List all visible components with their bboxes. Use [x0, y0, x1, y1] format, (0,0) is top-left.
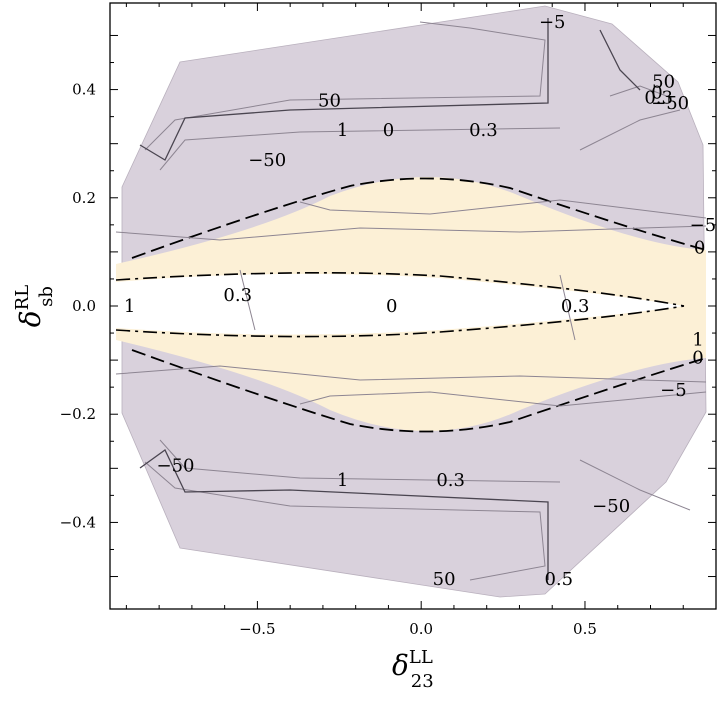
contour-label: 0.5 — [544, 569, 573, 590]
contour-label: 1 — [337, 120, 348, 141]
contour-label: 0 — [692, 347, 703, 368]
y-tick-label: −0.2 — [60, 405, 96, 423]
contour-label: 1 — [692, 330, 703, 351]
x-tick-label: −0.5 — [239, 620, 275, 638]
contour-label: −5 — [539, 12, 566, 33]
contour-label: 1 — [124, 296, 135, 317]
contour-label: −50 — [248, 150, 286, 171]
region-center — [116, 273, 684, 335]
contour-label: 0.3 — [561, 296, 590, 317]
x-tick-label: 0.0 — [409, 620, 433, 638]
contour-label: 50 — [433, 569, 456, 590]
boundary-dashed-bottom — [131, 349, 707, 433]
axis-ticks — [110, 3, 716, 609]
y-tick-label: −0.4 — [60, 513, 96, 531]
contour-lines — [115, 21, 707, 581]
contour-label: −5 — [660, 380, 687, 401]
contour-lines-dark — [139, 18, 641, 580]
contour-label: 1 — [337, 470, 348, 491]
contour-label: 0.3 — [436, 470, 465, 491]
contour-label: 0.3 — [223, 285, 252, 306]
contour-label: −50 — [592, 496, 630, 517]
contour-label: 0 — [694, 238, 705, 259]
contour-label: 0 — [651, 82, 662, 103]
contour-label: 0 — [386, 296, 397, 317]
x-tick-labels: −0.5 0.0 0.5 — [239, 620, 597, 638]
boundary-dashdot-bottom — [115, 305, 685, 338]
x-tick-label: 0.5 — [573, 620, 597, 638]
boundary-dashdot-top — [115, 272, 685, 307]
y-axis-label: δRL sb — [12, 285, 57, 327]
y-tick-label: 0.4 — [72, 81, 96, 99]
contour-label: −50 — [157, 456, 195, 477]
contour-label: 50 — [318, 90, 341, 111]
contour-label: −5 — [690, 215, 717, 236]
contour-label: 0.3 — [644, 88, 673, 109]
y-tick-label: 0.2 — [72, 189, 96, 207]
contour-label: 0.3 — [469, 120, 498, 141]
x-axis-label: δLL 23 — [392, 647, 434, 692]
boundary-dashed-top — [131, 177, 707, 259]
contour-label: 0 — [383, 120, 394, 141]
y-tick-label: 0.0 — [72, 297, 96, 315]
contour-label: 50 — [652, 71, 675, 92]
contour-label: −50 — [651, 93, 689, 114]
y-tick-labels: 0.4 0.2 0.0 −0.2 −0.4 — [60, 81, 96, 532]
